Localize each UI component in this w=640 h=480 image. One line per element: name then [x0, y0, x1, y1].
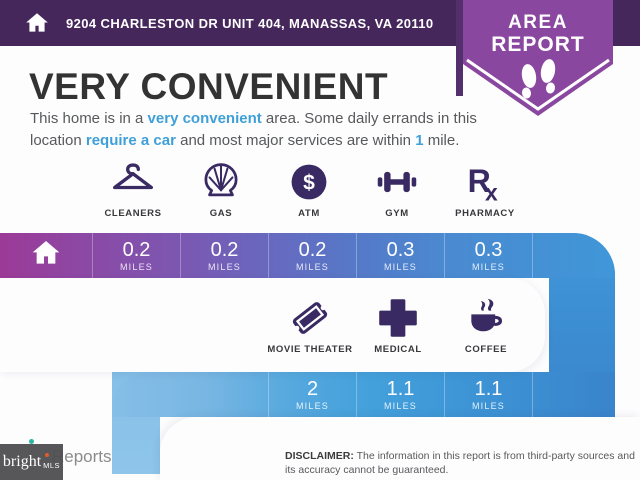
svg-text:$: $ — [303, 171, 315, 194]
home-icon — [24, 10, 50, 36]
ticket-icon — [292, 302, 328, 334]
dollar-circle-icon: $ — [291, 164, 327, 200]
distance-cell-coffee: 1.1 MILES — [444, 372, 532, 417]
highlight-one-mile: 1 — [415, 131, 424, 149]
rx-icon: R x — [468, 163, 498, 204]
amenity-movie-theater: MOVIE THEATER — [266, 296, 354, 355]
shell-icon — [204, 163, 238, 197]
bright-mls-logo: bright MLS — [0, 444, 63, 480]
reports-label: Reports — [52, 447, 112, 466]
row2-icons-card — [0, 278, 545, 372]
band-row2-lead — [112, 372, 268, 417]
svg-text:x: x — [485, 179, 498, 204]
dumbbell-icon — [377, 171, 417, 193]
distance-cell-gas: 0.2 MILES — [180, 233, 268, 278]
distance-cell-gym: 0.3 MILES — [356, 233, 444, 278]
amenity-coffee: COFFEE — [442, 296, 530, 355]
distance-band-row1: 0.2 MILES 0.2 MILES 0.2 MILES 0.3 MILES … — [0, 233, 615, 278]
svg-text:REPORT: REPORT — [491, 33, 585, 56]
logo-teal-dot — [29, 439, 34, 444]
distance-cell-cleaners: 0.2 MILES — [92, 233, 180, 278]
amenity-icons-row1: CLEANERS GAS $ ATM — [89, 160, 529, 219]
band-row2-tail — [532, 372, 615, 417]
amenity-icons-row2: MOVIE THEATER MEDICAL COFFEE — [266, 296, 530, 355]
medical-cross-icon — [379, 299, 417, 337]
area-report-badge: AREA REPORT — [463, 0, 613, 124]
logo-orange-dot — [45, 453, 49, 457]
distance-cell-movie-theater: 2 MILES — [268, 372, 356, 417]
amenity-medical: MEDICAL — [354, 296, 442, 355]
distance-cell-atm: 0.2 MILES — [268, 233, 356, 278]
distance-cell-medical: 1.1 MILES — [356, 372, 444, 417]
amenity-gym: GYM — [353, 160, 441, 219]
amenity-pharmacy: R x PHARMACY — [441, 160, 529, 219]
band-row1-tail — [532, 233, 615, 278]
amenity-gas: GAS — [177, 160, 265, 219]
disclaimer-label: DISCLAIMER: — [285, 450, 354, 462]
distance-band-row2: 2 MILES 1.1 MILES 1.1 MILES — [112, 372, 615, 417]
logo-bright-text: bright — [2, 453, 42, 470]
highlight-very-convenient: very convenient — [147, 110, 262, 127]
badge-fold-stripe — [456, 0, 463, 96]
svg-text:AREA: AREA — [508, 12, 568, 33]
amenity-cleaners: CLEANERS — [89, 160, 177, 219]
distance-cell-pharmacy: 0.3 MILES — [444, 233, 532, 278]
home-marker — [0, 233, 92, 278]
svg-text:R: R — [468, 163, 491, 199]
disclaimer-text: DISCLAIMER: The information in this repo… — [285, 450, 635, 477]
home-icon — [30, 237, 62, 274]
footprints-icon — [521, 59, 556, 99]
property-address: 9204 CHARLESTON DR UNIT 404, MANASSAS, V… — [66, 15, 434, 31]
hanger-icon — [113, 163, 153, 190]
disclaimer-card — [160, 417, 640, 480]
page-title: VERY CONVENIENT — [29, 66, 389, 107]
highlight-require-a-car: require a car — [85, 131, 176, 149]
amenity-atm: $ ATM — [265, 160, 353, 219]
coffee-cup-icon — [471, 298, 503, 332]
logo-mls-text: MLS — [43, 460, 61, 470]
summary-text: This home is in a very convenient area. … — [30, 110, 477, 149]
